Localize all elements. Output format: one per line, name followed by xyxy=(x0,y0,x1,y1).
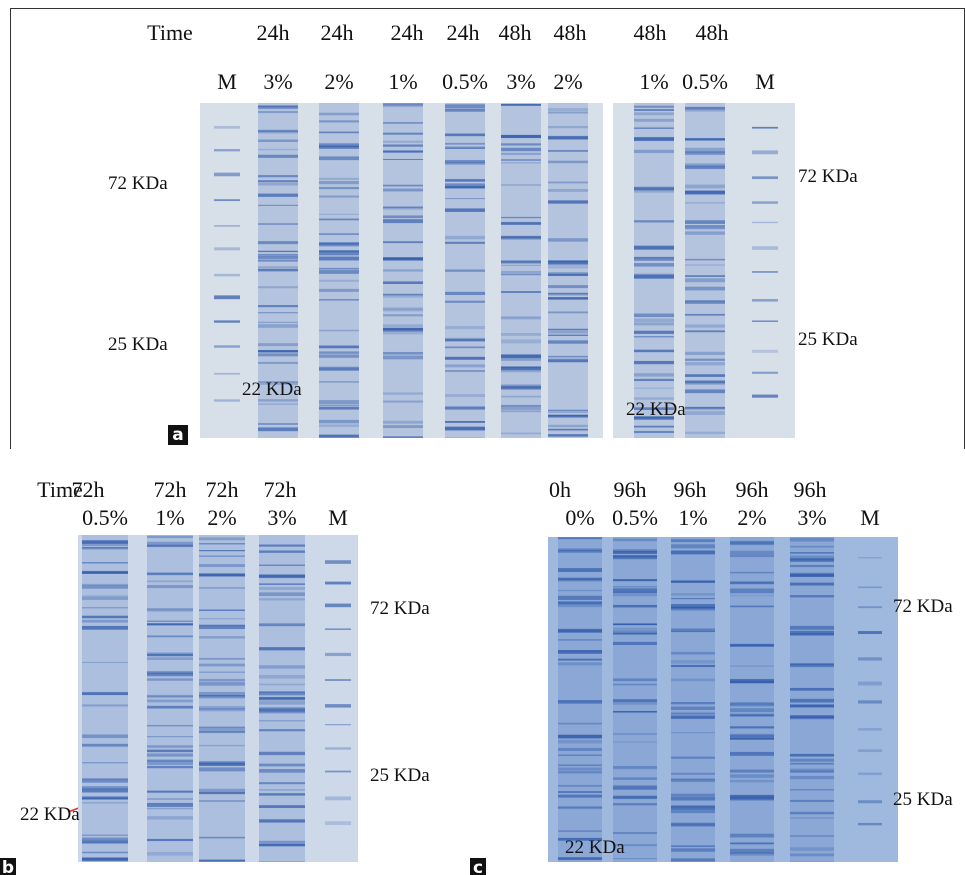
time-label: 96h xyxy=(673,477,707,502)
gel-lanes xyxy=(82,535,351,862)
time-label: 24h xyxy=(390,20,424,45)
lane-label: 2% xyxy=(553,69,583,94)
lane-label: 0.5% xyxy=(682,69,728,94)
lane-label: M xyxy=(328,505,348,530)
lane-label: M xyxy=(860,505,880,530)
lane-label: 0.5% xyxy=(442,69,488,94)
time-label: 48h xyxy=(498,20,532,45)
lane-label: 1% xyxy=(388,69,418,94)
time-label: 48h xyxy=(553,20,587,45)
lane-label: 0% xyxy=(565,505,595,530)
marker-label: 72 KDa xyxy=(370,598,430,619)
lane-label: 0.5% xyxy=(82,505,128,530)
time-label: 48h xyxy=(695,20,729,45)
lane-label: 1% xyxy=(639,69,669,94)
time-header: Time xyxy=(37,477,83,502)
time-label: 96h xyxy=(735,477,769,502)
panel-letter: c xyxy=(470,858,486,875)
gel xyxy=(613,103,795,438)
lane-label: 2% xyxy=(324,69,354,94)
lane-label: 0.5% xyxy=(612,505,658,530)
time-label: 72h xyxy=(71,477,105,502)
lane-label: 3% xyxy=(267,505,297,530)
time-label: 96h xyxy=(613,477,647,502)
gel xyxy=(200,103,603,438)
annotation: 22 KDa xyxy=(565,837,625,858)
time-label: 72h xyxy=(263,477,297,502)
marker-label: 25 KDa xyxy=(798,329,858,350)
gel xyxy=(548,537,898,862)
time-label: 24h xyxy=(446,20,480,45)
annotation: 22 KDa xyxy=(626,399,686,420)
marker-label: 72 KDa xyxy=(893,596,953,617)
time-label: 0h xyxy=(549,477,571,502)
annotation: 22 KDa xyxy=(20,804,80,825)
lane-label: 2% xyxy=(737,505,767,530)
marker-label: 25 KDa xyxy=(893,789,953,810)
panel-letter: a xyxy=(168,425,188,445)
lane-label: 3% xyxy=(506,69,536,94)
lane-label: 1% xyxy=(678,505,708,530)
lane-label: 1% xyxy=(155,505,185,530)
time-label: 24h xyxy=(256,20,290,45)
panel-letter: b xyxy=(0,858,16,875)
lane-label: M xyxy=(755,69,775,94)
time-label: 72h xyxy=(205,477,239,502)
lane-label: 2% xyxy=(207,505,237,530)
lane-label: 3% xyxy=(797,505,827,530)
time-label: 24h xyxy=(320,20,354,45)
lane-label: M xyxy=(217,69,237,94)
marker-label: 25 KDa xyxy=(108,334,168,355)
gel-lanes xyxy=(634,103,778,438)
marker-label: 72 KDa xyxy=(798,166,858,187)
marker-label: 72 KDa xyxy=(108,173,168,194)
time-label: 48h xyxy=(633,20,667,45)
marker-label: 25 KDa xyxy=(370,765,430,786)
time-header: Time xyxy=(147,20,193,45)
gel-lanes xyxy=(214,103,588,438)
annotation: 22 KDa xyxy=(242,379,302,400)
gel-lanes xyxy=(558,537,882,862)
time-label: 72h xyxy=(153,477,187,502)
lane-label: 3% xyxy=(263,69,293,94)
gel xyxy=(78,535,358,862)
time-label: 96h xyxy=(793,477,827,502)
